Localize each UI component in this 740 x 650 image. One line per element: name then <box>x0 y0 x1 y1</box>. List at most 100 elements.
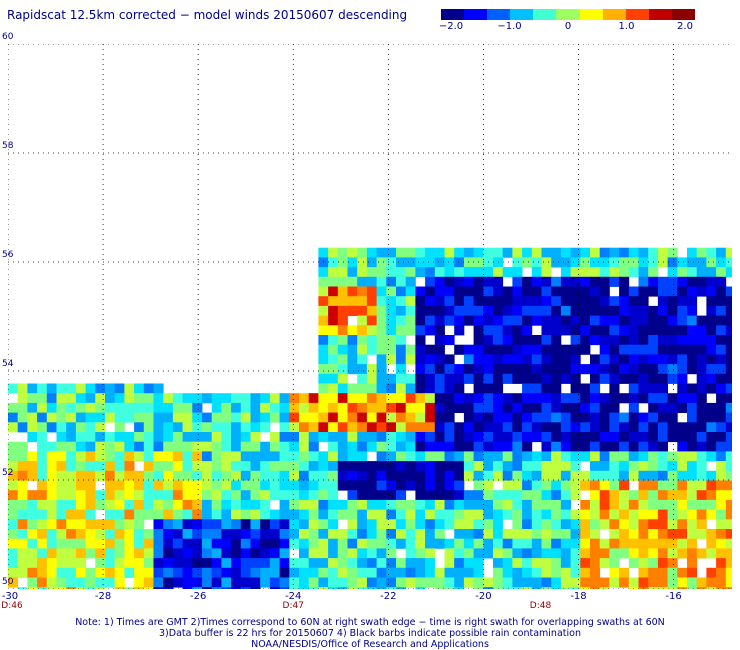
wind-difference-cell <box>75 383 86 394</box>
wind-difference-cell <box>143 558 154 569</box>
wind-difference-cell <box>425 490 436 501</box>
wind-difference-cell <box>269 587 280 589</box>
wind-difference-cell <box>560 276 571 287</box>
wind-difference-cell <box>696 325 707 336</box>
wind-difference-cell <box>405 519 416 530</box>
wind-difference-cell <box>454 441 465 452</box>
wind-difference-cell <box>599 315 610 326</box>
wind-difference-cell <box>153 548 164 559</box>
wind-difference-cell <box>250 499 261 510</box>
wind-difference-cell <box>308 509 319 520</box>
wind-difference-cell <box>716 344 727 355</box>
wind-difference-cell <box>357 344 368 355</box>
wind-difference-cell <box>677 344 688 355</box>
wind-difference-cell <box>172 519 183 530</box>
wind-difference-cell <box>299 441 310 452</box>
wind-difference-cell <box>8 538 19 549</box>
wind-difference-cell <box>337 538 348 549</box>
wind-difference-cell <box>425 267 436 278</box>
wind-difference-cell <box>182 567 193 578</box>
wind-difference-cell <box>493 538 504 549</box>
wind-difference-cell <box>124 470 135 481</box>
wind-difference-cell <box>75 432 86 443</box>
wind-difference-cell <box>677 490 688 501</box>
wind-difference-cell <box>85 529 96 540</box>
wind-difference-cell <box>260 519 271 530</box>
wind-difference-cell <box>619 538 630 549</box>
wind-difference-cell <box>221 529 232 540</box>
wind-difference-cell <box>308 402 319 413</box>
wind-difference-cell <box>522 461 533 472</box>
wind-difference-cell <box>599 461 610 472</box>
wind-difference-cell <box>696 490 707 501</box>
wind-difference-cell <box>560 538 571 549</box>
wind-difference-cell <box>434 432 445 443</box>
wind-difference-cell <box>493 247 504 258</box>
wind-difference-cell <box>725 499 732 510</box>
wind-difference-cell <box>172 567 183 578</box>
wind-difference-cell <box>143 480 154 491</box>
wind-difference-cell <box>628 587 639 589</box>
wind-difference-cell <box>347 383 358 394</box>
wind-difference-cell <box>493 490 504 501</box>
wind-difference-cell <box>706 470 717 481</box>
wind-difference-cell <box>202 461 213 472</box>
wind-difference-cell <box>308 422 319 433</box>
wind-difference-cell <box>425 354 436 365</box>
wind-difference-cell <box>590 490 601 501</box>
wind-difference-cell <box>357 480 368 491</box>
wind-difference-cell <box>105 441 116 452</box>
wind-difference-cell <box>522 412 533 423</box>
wind-difference-cell <box>541 587 552 589</box>
wind-difference-cell <box>454 383 465 394</box>
wind-difference-cell <box>260 470 271 481</box>
wind-difference-cell <box>493 509 504 520</box>
wind-difference-cell <box>619 529 630 540</box>
wind-difference-cell <box>240 412 251 423</box>
wind-difference-cell <box>580 529 591 540</box>
wind-difference-cell <box>599 276 610 287</box>
wind-difference-cell <box>366 548 377 559</box>
wind-difference-cell <box>124 587 135 589</box>
wind-difference-cell <box>444 267 455 278</box>
wind-difference-cell <box>211 529 222 540</box>
wind-difference-cell <box>37 567 48 578</box>
wind-difference-cell <box>202 509 213 520</box>
wind-difference-cell <box>667 567 678 578</box>
wind-difference-cell <box>648 286 659 297</box>
wind-difference-cell <box>56 509 67 520</box>
wind-difference-cell <box>434 538 445 549</box>
wind-difference-cell <box>337 305 348 316</box>
wind-difference-cell <box>434 509 445 520</box>
wind-difference-cell <box>570 422 581 433</box>
wind-difference-cell <box>46 509 57 520</box>
wind-difference-cell <box>590 480 601 491</box>
wind-difference-cell <box>27 393 38 404</box>
wind-difference-cell <box>396 432 407 443</box>
wind-difference-cell <box>560 461 571 472</box>
wind-difference-cell <box>376 451 387 462</box>
wind-difference-cell <box>560 344 571 355</box>
wind-difference-cell <box>687 509 698 520</box>
wind-difference-cell <box>667 558 678 569</box>
wind-difference-cell <box>318 393 329 404</box>
wind-difference-cell <box>541 325 552 336</box>
wind-difference-cell <box>396 364 407 375</box>
wind-difference-cell <box>628 538 639 549</box>
wind-difference-cell <box>27 587 38 589</box>
wind-difference-cell <box>522 538 533 549</box>
wind-difference-cell <box>677 296 688 307</box>
wind-difference-cell <box>415 567 426 578</box>
wind-difference-cell <box>56 499 67 510</box>
wind-difference-cell <box>696 315 707 326</box>
wind-difference-cell <box>580 383 591 394</box>
wind-difference-cell <box>202 470 213 481</box>
wind-difference-cell <box>512 373 523 384</box>
wind-difference-cell <box>463 470 474 481</box>
wind-difference-cell <box>444 480 455 491</box>
wind-difference-cell <box>240 529 251 540</box>
wind-difference-cell <box>396 587 407 589</box>
wind-difference-cell <box>560 519 571 530</box>
wind-difference-cell <box>328 402 339 413</box>
wind-difference-cell <box>541 364 552 375</box>
